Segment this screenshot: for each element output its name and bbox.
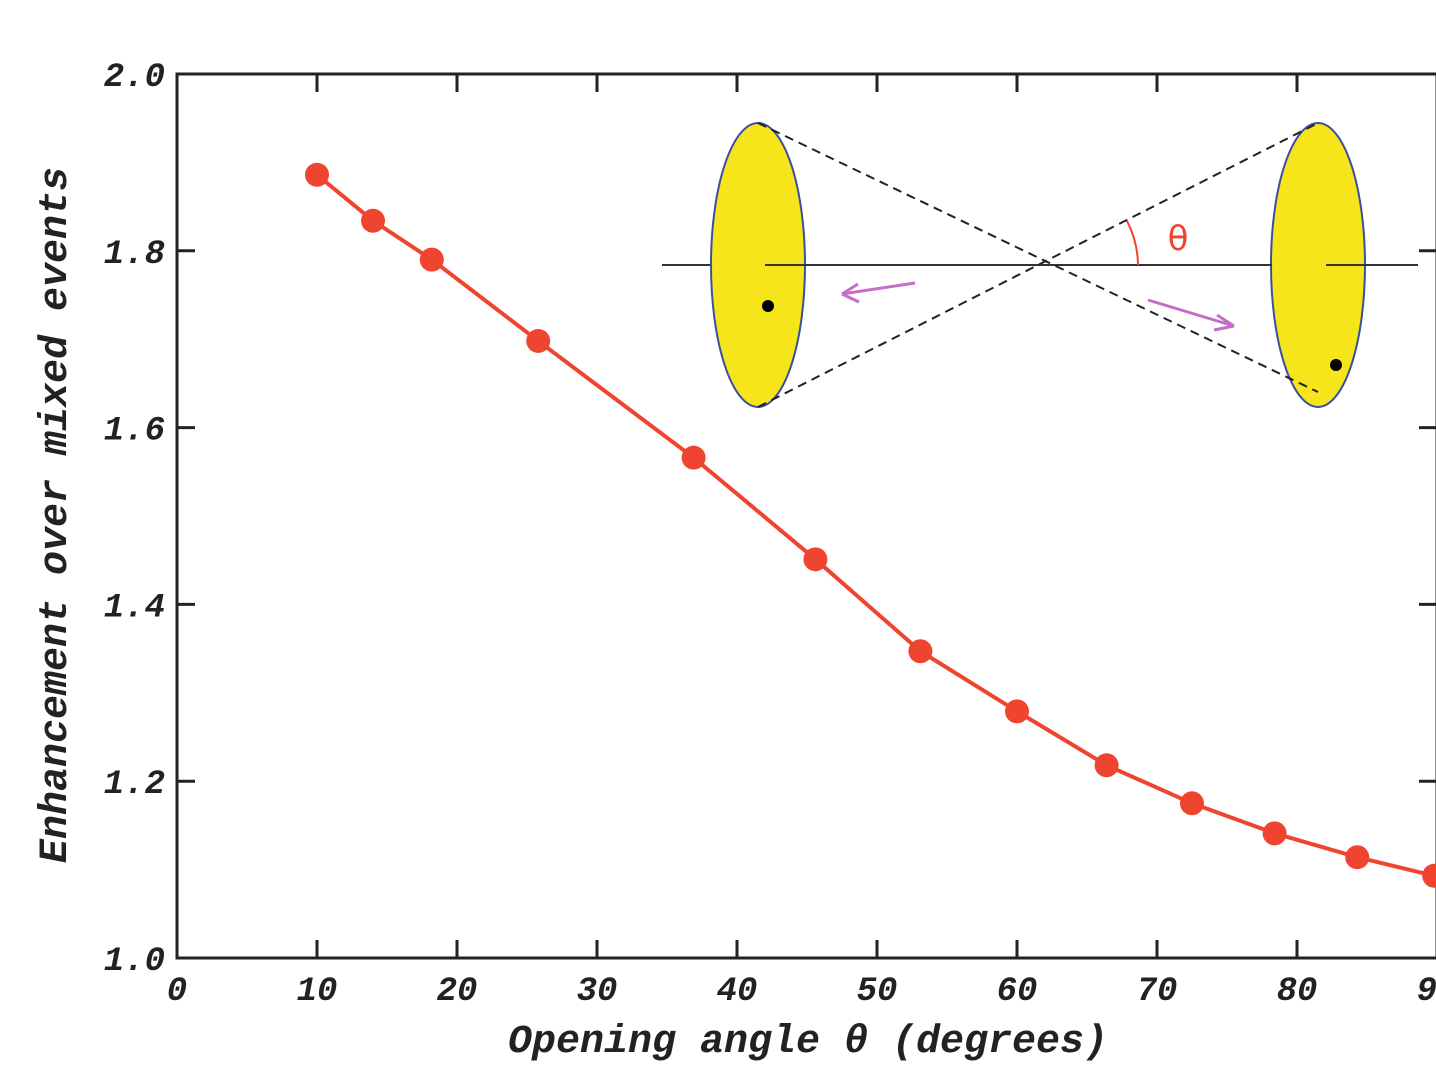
x-tick-label: 40: [717, 973, 758, 1011]
data-point: [908, 639, 933, 664]
x-tick-label: 30: [577, 973, 618, 1011]
x-tick-label: 0: [167, 973, 187, 1011]
data-point: [361, 208, 385, 233]
x-tick-label: 20: [437, 973, 478, 1011]
y-tick-label: 1.0: [104, 943, 165, 981]
x-tick-label: 10: [297, 973, 338, 1011]
data-point: [419, 247, 444, 272]
y-tick-label: 2.0: [104, 59, 165, 97]
arrow: [841, 281, 916, 304]
data-point: [1422, 863, 1436, 888]
x-tick-label: 80: [1277, 973, 1318, 1011]
y-axis-label: Enhancement over mixed events: [34, 167, 79, 863]
inset-diagram: θ: [662, 122, 1418, 408]
plot-frame: [175, 72, 1436, 960]
data-point: [681, 445, 706, 470]
angle-arc: [1126, 220, 1139, 266]
data-point: [1262, 821, 1287, 846]
data-point: [526, 328, 551, 353]
y-tick-label: 1.4: [104, 589, 165, 627]
cone-line: [757, 122, 1319, 393]
data-point: [305, 162, 329, 187]
particle: [762, 300, 774, 312]
y-tick-label: 1.8: [104, 236, 165, 274]
y-tick-label: 1.2: [104, 766, 165, 804]
arrow: [1147, 298, 1235, 332]
x-axis-label: Opening angle θ (degrees): [508, 1020, 1108, 1065]
x-tick-label: 70: [1137, 973, 1178, 1011]
x-tick-label: 60: [997, 973, 1038, 1011]
data-point: [1094, 753, 1119, 778]
data-point: [803, 547, 828, 572]
x-tick-label: 50: [857, 973, 898, 1011]
data-point: [1345, 845, 1370, 870]
data-point: [1180, 791, 1204, 816]
x-tick-label: 90: [1417, 973, 1436, 1011]
particle: [1330, 359, 1342, 371]
data-point: [1005, 699, 1029, 724]
y-tick-label: 1.6: [104, 413, 165, 451]
angle-label: θ: [1168, 219, 1189, 259]
data-line: [315, 173, 1435, 878]
